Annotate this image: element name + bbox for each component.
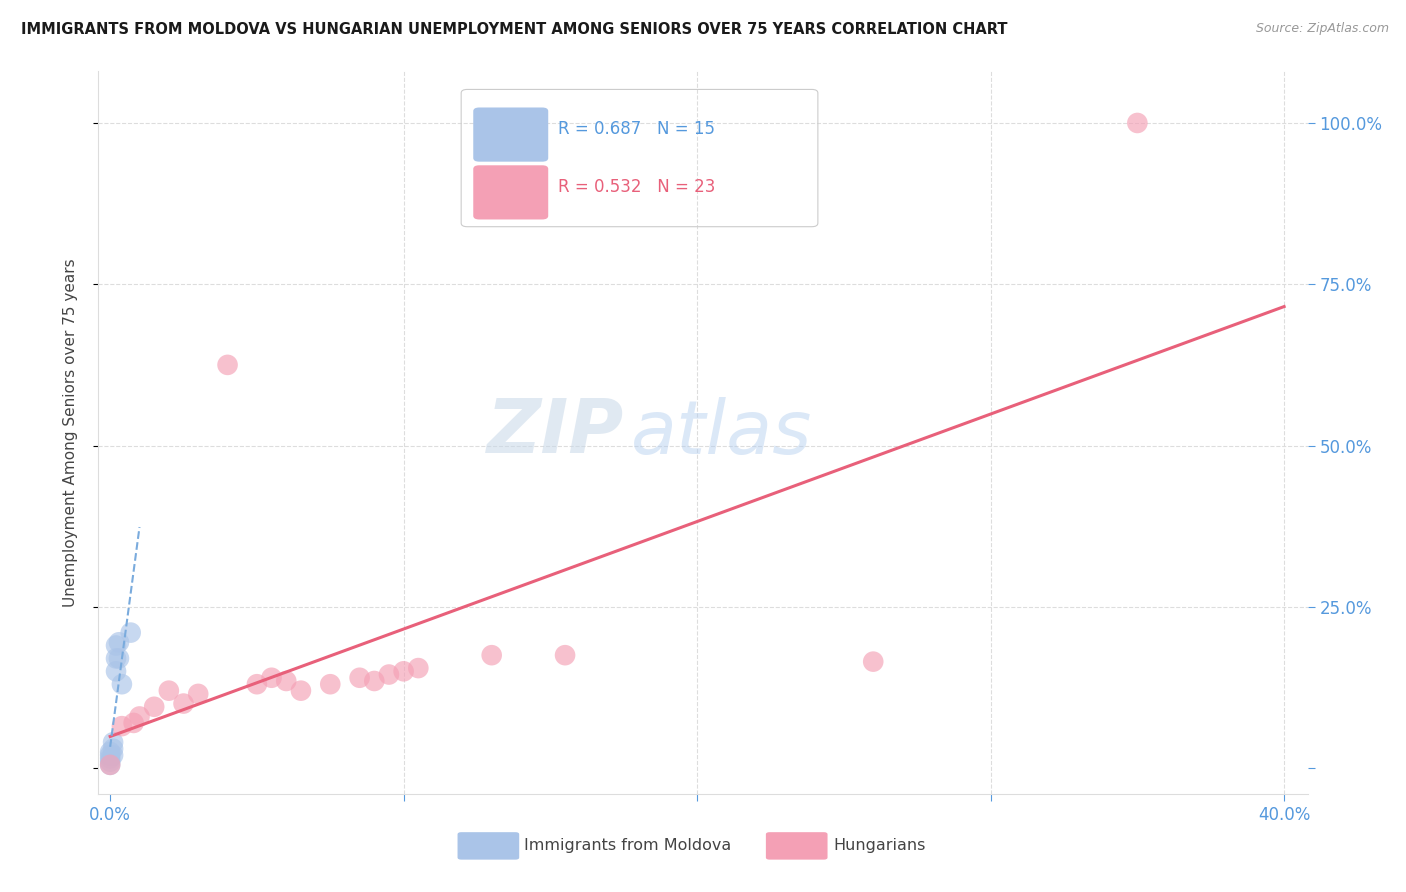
Point bbox=[101, 741, 124, 756]
Point bbox=[246, 677, 269, 691]
Text: IMMIGRANTS FROM MOLDOVA VS HUNGARIAN UNEMPLOYMENT AMONG SENIORS OVER 75 YEARS CO: IMMIGRANTS FROM MOLDOVA VS HUNGARIAN UNE… bbox=[21, 22, 1008, 37]
Point bbox=[319, 677, 342, 691]
Point bbox=[260, 671, 283, 685]
FancyBboxPatch shape bbox=[766, 832, 828, 860]
Text: R = 0.532   N = 23: R = 0.532 N = 23 bbox=[558, 178, 716, 196]
FancyBboxPatch shape bbox=[457, 832, 519, 860]
Point bbox=[378, 667, 401, 681]
Point bbox=[98, 757, 121, 772]
Text: Hungarians: Hungarians bbox=[834, 838, 927, 854]
Point bbox=[349, 671, 371, 685]
Point bbox=[408, 661, 430, 675]
Y-axis label: Unemployment Among Seniors over 75 years: Unemployment Among Seniors over 75 years bbox=[63, 259, 77, 607]
Point bbox=[363, 673, 385, 688]
Point bbox=[111, 719, 134, 733]
Point bbox=[105, 651, 128, 665]
Point bbox=[111, 677, 134, 691]
Point bbox=[98, 748, 121, 763]
Point bbox=[128, 709, 150, 723]
Point bbox=[120, 625, 142, 640]
Point bbox=[481, 648, 503, 663]
Text: ZIP: ZIP bbox=[486, 396, 624, 469]
Point bbox=[217, 358, 239, 372]
Point bbox=[122, 715, 145, 730]
Point bbox=[101, 735, 124, 749]
Text: atlas: atlas bbox=[630, 397, 811, 468]
Text: Source: ZipAtlas.com: Source: ZipAtlas.com bbox=[1256, 22, 1389, 36]
Point bbox=[105, 639, 128, 653]
Point bbox=[98, 755, 121, 769]
Point bbox=[1126, 116, 1149, 130]
Point bbox=[98, 745, 121, 759]
Point bbox=[187, 687, 209, 701]
Point bbox=[108, 635, 131, 649]
Point bbox=[105, 665, 128, 679]
Point bbox=[98, 751, 121, 765]
Text: Immigrants from Moldova: Immigrants from Moldova bbox=[524, 838, 731, 854]
Point bbox=[862, 655, 884, 669]
Point bbox=[173, 697, 195, 711]
Point bbox=[392, 665, 415, 679]
Point bbox=[157, 683, 180, 698]
Text: R = 0.687   N = 15: R = 0.687 N = 15 bbox=[558, 120, 714, 138]
Point bbox=[143, 699, 166, 714]
FancyBboxPatch shape bbox=[474, 108, 548, 161]
Point bbox=[108, 651, 131, 665]
Point bbox=[290, 683, 312, 698]
Point bbox=[554, 648, 576, 663]
FancyBboxPatch shape bbox=[474, 165, 548, 219]
Point bbox=[276, 673, 298, 688]
Point bbox=[101, 748, 124, 763]
Point bbox=[98, 757, 121, 772]
